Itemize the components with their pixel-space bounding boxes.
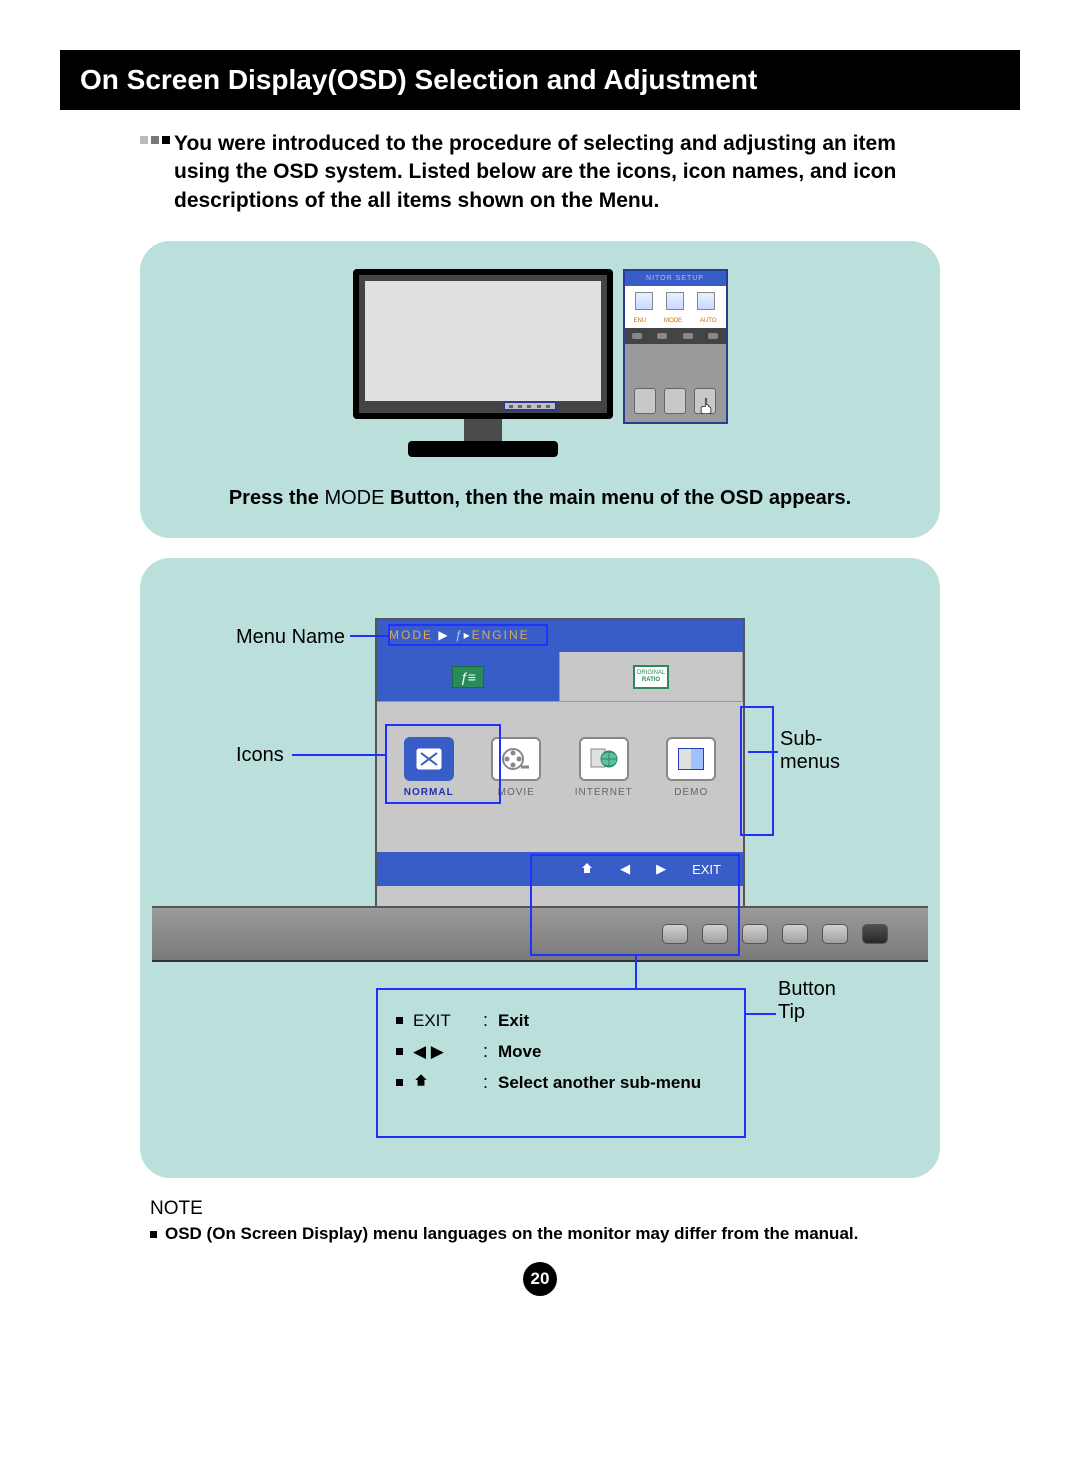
osd-title-bar: MODE ▶ ƒ▸ENGINE: [377, 620, 743, 652]
bezel-button: [822, 924, 848, 944]
zoom-header: NITOR SETUP: [625, 271, 726, 286]
bezel-button: [702, 924, 728, 944]
press-instruction: Press the MODE Button, then the main men…: [170, 487, 910, 510]
note-title: NOTE: [150, 1198, 940, 1220]
tip-row: EXIT : Exit: [396, 1010, 726, 1031]
osd-item-demo: DEMO: [651, 737, 731, 798]
page-number: 20: [523, 1262, 557, 1296]
note-body: OSD (On Screen Display) menu languages o…: [150, 1224, 940, 1244]
zoom-osd-box: NITOR SETUP ENU MODE AUTO: [623, 269, 728, 424]
home-icon: [580, 861, 594, 878]
osd-item-movie: MOVIE: [476, 737, 556, 798]
bezel-button: [742, 924, 768, 944]
zoom-labels-row: ENU MODE AUTO: [625, 316, 726, 328]
illustration-panel-2: MODE ▶ ƒ▸ENGINE ƒ≡ ORIGINAL RATIO: [140, 558, 940, 1178]
intro-bullets: [140, 136, 170, 144]
osd-tabs: ƒ≡ ORIGINAL RATIO: [377, 652, 743, 702]
illustration-panel-1: NITOR SETUP ENU MODE AUTO Press: [140, 241, 940, 538]
monitor-button-highlight: [503, 401, 557, 411]
tip-row: ◀ ▶ : Move: [396, 1041, 726, 1062]
ratio-icon: ORIGINAL RATIO: [633, 665, 669, 689]
osd-nav-bar: ◀ ▶ EXIT: [377, 852, 743, 886]
exit-label: EXIT: [692, 862, 721, 877]
note-section: NOTE OSD (On Screen Display) menu langua…: [150, 1198, 940, 1244]
arrows-icon: ◀ ▶: [413, 1042, 473, 1062]
home-icon: [413, 1072, 473, 1093]
zoom-icons-row: [625, 286, 726, 316]
engine-icon: ƒ≡: [452, 666, 484, 688]
monitor-bezel: [152, 906, 928, 962]
tip-row: : Select another sub-menu: [396, 1072, 726, 1093]
osd-item-normal: NORMAL: [389, 737, 469, 798]
osd-tab-ratio: ORIGINAL RATIO: [560, 652, 743, 701]
button-tip-box: EXIT : Exit ◀ ▶ : Move : Select another …: [376, 988, 746, 1138]
bezel-button: [782, 924, 808, 944]
osd-screen: MODE ▶ ƒ▸ENGINE ƒ≡ ORIGINAL RATIO: [375, 618, 745, 928]
demo-icon: [676, 746, 706, 772]
osd-items-row: NORMAL MOVIE: [377, 702, 743, 832]
finger-icon: [699, 397, 713, 415]
label-menu-name: Menu Name: [236, 626, 345, 649]
movie-icon: [501, 745, 531, 773]
right-arrow-icon: ▶: [656, 861, 666, 877]
bezel-power-button: [862, 924, 888, 944]
label-icons: Icons: [236, 744, 284, 767]
normal-icon: [415, 747, 443, 771]
label-button-tip: Button Tip: [778, 978, 836, 1024]
monitor-illustration: [353, 269, 613, 469]
left-arrow-icon: ◀: [620, 861, 630, 877]
highlight-sub-menus: [740, 706, 774, 836]
osd-item-internet: INTERNET: [564, 737, 644, 798]
label-sub-menus: Sub- menus: [780, 728, 840, 774]
page-title: On Screen Display(OSD) Selection and Adj…: [60, 50, 1020, 110]
internet-icon: [589, 745, 619, 773]
bezel-button: [662, 924, 688, 944]
zoom-buttons-row: [625, 344, 726, 422]
osd-tab-engine: ƒ≡: [377, 652, 560, 701]
intro-text: You were introduced to the procedure of …: [60, 110, 1020, 235]
